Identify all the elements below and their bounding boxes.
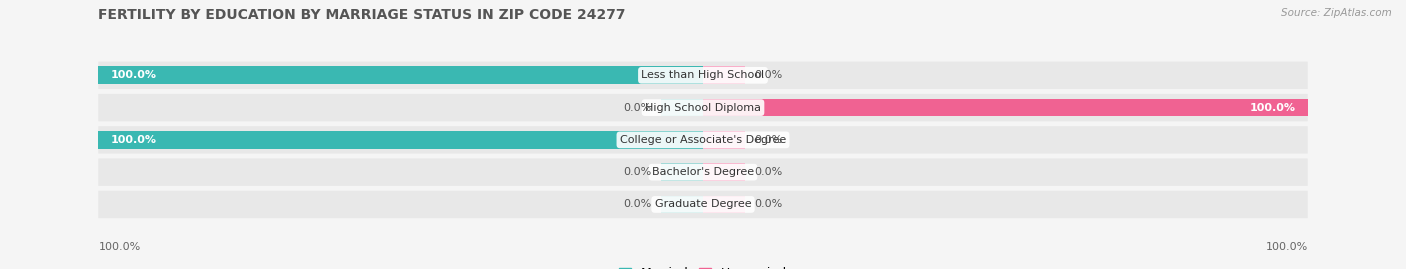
Text: 0.0%: 0.0% xyxy=(755,199,783,210)
Text: 100.0%: 100.0% xyxy=(98,242,141,252)
Text: 0.0%: 0.0% xyxy=(623,102,651,113)
Text: 0.0%: 0.0% xyxy=(755,135,783,145)
FancyBboxPatch shape xyxy=(98,62,1308,89)
Text: 0.0%: 0.0% xyxy=(755,167,783,177)
Bar xyxy=(661,196,703,213)
Text: 100.0%: 100.0% xyxy=(1265,242,1308,252)
Bar xyxy=(98,131,703,149)
Text: Graduate Degree: Graduate Degree xyxy=(655,199,751,210)
Bar xyxy=(703,163,745,181)
Bar xyxy=(661,163,703,181)
Bar xyxy=(703,131,745,149)
Text: 100.0%: 100.0% xyxy=(111,135,156,145)
Legend: Married, Unmarried: Married, Unmarried xyxy=(613,262,793,269)
Text: Less than High School: Less than High School xyxy=(641,70,765,80)
Bar xyxy=(703,196,745,213)
FancyBboxPatch shape xyxy=(98,158,1308,186)
Text: 0.0%: 0.0% xyxy=(623,199,651,210)
FancyBboxPatch shape xyxy=(98,191,1308,218)
Text: 100.0%: 100.0% xyxy=(1250,102,1295,113)
Bar xyxy=(703,66,745,84)
Text: 100.0%: 100.0% xyxy=(111,70,156,80)
Bar xyxy=(661,99,703,116)
Bar xyxy=(703,99,1308,116)
Text: 0.0%: 0.0% xyxy=(623,167,651,177)
Text: High School Diploma: High School Diploma xyxy=(645,102,761,113)
FancyBboxPatch shape xyxy=(98,94,1308,121)
Text: FERTILITY BY EDUCATION BY MARRIAGE STATUS IN ZIP CODE 24277: FERTILITY BY EDUCATION BY MARRIAGE STATU… xyxy=(98,8,626,22)
Text: 0.0%: 0.0% xyxy=(755,70,783,80)
Bar xyxy=(98,66,703,84)
FancyBboxPatch shape xyxy=(98,126,1308,154)
Text: Source: ZipAtlas.com: Source: ZipAtlas.com xyxy=(1281,8,1392,18)
Text: Bachelor's Degree: Bachelor's Degree xyxy=(652,167,754,177)
Text: College or Associate's Degree: College or Associate's Degree xyxy=(620,135,786,145)
